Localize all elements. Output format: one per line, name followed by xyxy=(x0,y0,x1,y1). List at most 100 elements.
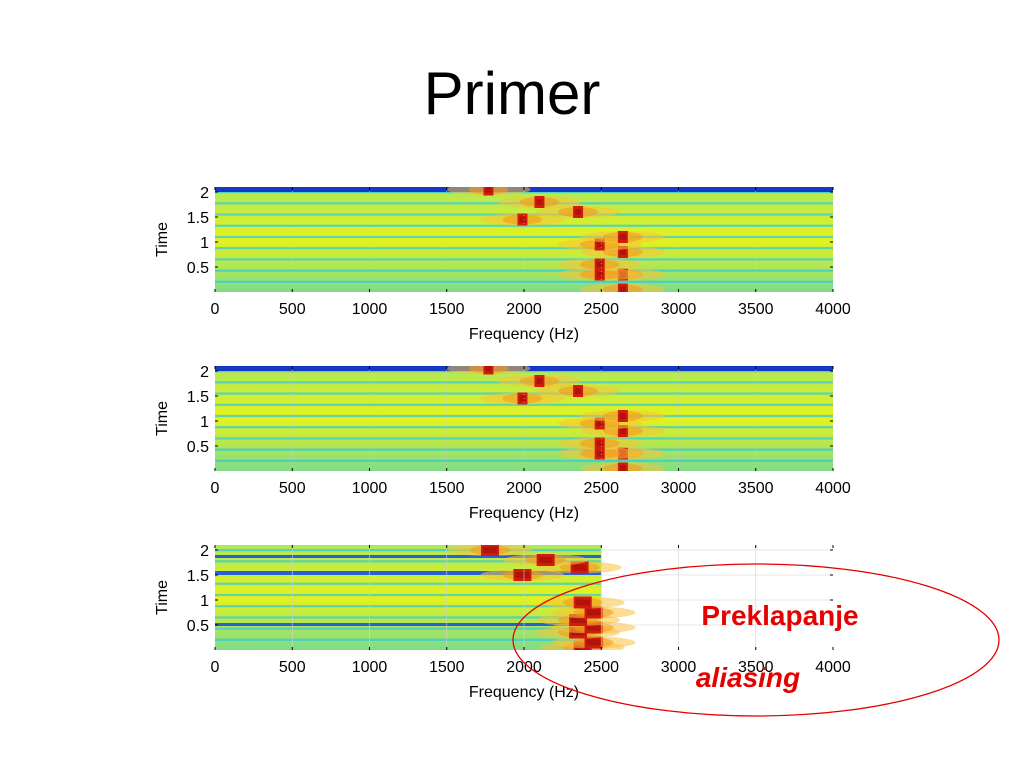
frame-stripe xyxy=(215,448,833,451)
peak-core xyxy=(536,199,543,205)
x-tick-label: 1000 xyxy=(352,659,388,676)
x-tick-label: 500 xyxy=(279,659,306,676)
frame-stripe xyxy=(215,605,602,608)
x-tick-label: 4000 xyxy=(815,480,851,497)
x-tick-label: 1500 xyxy=(429,301,465,318)
y-tick-label: 2 xyxy=(200,364,209,381)
peak-core xyxy=(572,564,587,571)
spectrogram-1: 0 500 1000 1500 2000 2500 3000 3500 4000 0.5 1 1.5 2… xyxy=(154,185,851,343)
x-tick-label: 0 xyxy=(211,301,220,318)
frame-stripe xyxy=(215,224,833,227)
y-tick-label: 0.5 xyxy=(187,260,209,277)
frame-stripe xyxy=(215,247,833,250)
x-tick-label: 4000 xyxy=(815,301,851,318)
frame-stripe xyxy=(215,459,833,462)
x-tick-label: 1000 xyxy=(352,480,388,497)
x-tick-label: 1500 xyxy=(429,480,465,497)
spectrogram-3: 0 500 1000 1500 2000 2500 3000 3500 4000 0.5 1 1.5 2… xyxy=(154,543,851,701)
peak-core xyxy=(575,209,582,215)
y-tick-label: 0.5 xyxy=(187,439,209,456)
annotation-preklapanje: Preklapanje xyxy=(701,600,858,631)
x-tick-label: 2000 xyxy=(506,301,542,318)
peak-core xyxy=(519,216,526,223)
y-tick-label: 1.5 xyxy=(187,568,209,585)
peak-core xyxy=(619,286,626,292)
peak-core xyxy=(596,450,603,457)
aliasing-annotation: Preklapanje aliasing xyxy=(512,563,1000,717)
peak-core xyxy=(575,388,582,394)
frame-stripe xyxy=(215,560,602,563)
x-tick-label: 2000 xyxy=(506,480,542,497)
peaks xyxy=(448,545,636,650)
peak-core xyxy=(485,366,492,372)
peak-core xyxy=(619,234,626,240)
x-tick-label: 0 xyxy=(211,659,220,676)
x-tick-label: 500 xyxy=(279,480,306,497)
peak-core xyxy=(619,413,626,419)
y-tick-label: 2 xyxy=(200,185,209,202)
peak-core xyxy=(619,428,626,434)
peak-core xyxy=(515,572,530,578)
peak-core xyxy=(596,440,603,447)
frame-stripe xyxy=(215,616,602,619)
peak-core xyxy=(575,599,590,606)
frame-stripe xyxy=(215,582,602,585)
frame-stripe xyxy=(215,549,602,552)
frame-stripe xyxy=(215,638,602,641)
x-tick-label: 4000 xyxy=(815,659,851,676)
y-tick-label: 1.5 xyxy=(187,389,209,406)
aliasing-ellipse xyxy=(512,563,1000,717)
y-tick-label: 1 xyxy=(200,235,209,252)
y-axis-label: Time xyxy=(154,401,171,436)
frame-stripe xyxy=(215,426,833,429)
x-axis-label: Frequency (Hz) xyxy=(469,326,579,343)
frame-stripe xyxy=(215,627,602,630)
x-tick-label: 3500 xyxy=(738,659,774,676)
peak-core xyxy=(596,420,603,427)
frame-stripe xyxy=(215,571,602,575)
x-tick-label: 3500 xyxy=(738,480,774,497)
peak-core xyxy=(485,187,492,193)
peak-core xyxy=(586,609,601,616)
y-tick-label: 0.5 xyxy=(187,618,209,635)
y-axis-label: Time xyxy=(154,222,171,257)
x-tick-label: 3000 xyxy=(661,480,697,497)
x-tick-label: 0 xyxy=(211,480,220,497)
x-tick-label: 1000 xyxy=(352,301,388,318)
y-tick-label: 1 xyxy=(200,414,209,431)
y-tick-label: 1 xyxy=(200,593,209,610)
peak-core xyxy=(596,271,603,278)
x-tick-label: 3000 xyxy=(661,301,697,318)
peak-core xyxy=(619,465,626,471)
peaks xyxy=(446,366,665,471)
frame-stripe xyxy=(215,280,833,283)
frame-stripe xyxy=(215,414,833,418)
peak-core xyxy=(586,639,601,646)
peak-core xyxy=(596,241,603,248)
y-tick-label: 2 xyxy=(200,543,209,560)
peak-core xyxy=(536,378,543,384)
spectrogram-2: 0 500 1000 1500 2000 2500 3000 3500 4000 0.5 1 1.5 2… xyxy=(154,364,851,522)
frame-stripe xyxy=(215,269,833,272)
peak-core xyxy=(519,395,526,402)
frame-stripe xyxy=(215,593,602,597)
frame-stripe xyxy=(215,403,833,406)
x-tick-label: 500 xyxy=(279,301,306,318)
peak-core xyxy=(586,624,601,631)
frame-stripe xyxy=(215,555,602,558)
x-axis-label: Frequency (Hz) xyxy=(469,684,579,701)
x-axis-label: Frequency (Hz) xyxy=(469,505,579,522)
peak-core xyxy=(619,249,626,255)
x-tick-label: 2000 xyxy=(506,659,542,676)
frame-stripes xyxy=(215,549,602,641)
x-tick-label: 2500 xyxy=(583,659,619,676)
x-tick-label: 2500 xyxy=(583,301,619,318)
peak-core xyxy=(571,617,586,623)
peak-core xyxy=(538,557,553,563)
frame-stripe xyxy=(215,623,602,626)
y-axis-label: Time xyxy=(154,580,171,615)
peak-core xyxy=(483,547,498,553)
slide-title: Primer xyxy=(423,60,601,127)
x-tick-label: 1500 xyxy=(429,659,465,676)
